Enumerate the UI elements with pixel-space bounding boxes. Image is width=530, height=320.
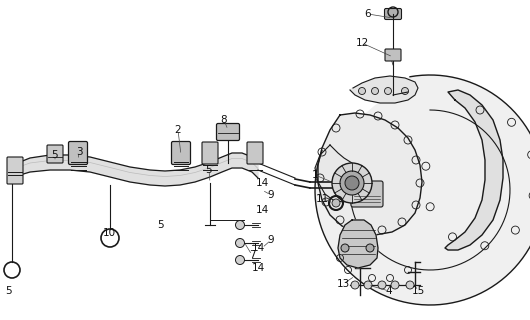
Text: 5: 5 [158, 220, 164, 230]
Circle shape [235, 220, 244, 229]
Circle shape [364, 281, 372, 289]
Circle shape [391, 281, 399, 289]
Circle shape [378, 281, 386, 289]
Polygon shape [15, 153, 258, 186]
Text: 9: 9 [268, 190, 275, 200]
Polygon shape [315, 145, 362, 202]
Circle shape [358, 87, 366, 94]
Circle shape [332, 163, 372, 203]
Text: 1: 1 [312, 170, 319, 180]
Circle shape [341, 244, 349, 252]
FancyBboxPatch shape [351, 181, 383, 207]
FancyBboxPatch shape [47, 145, 63, 163]
Text: 14: 14 [255, 205, 269, 215]
Text: 4: 4 [386, 286, 392, 296]
Text: 12: 12 [356, 38, 369, 48]
Text: 2: 2 [175, 125, 181, 135]
Text: 8: 8 [220, 115, 227, 125]
Circle shape [345, 176, 359, 190]
FancyBboxPatch shape [384, 9, 402, 20]
Text: 3: 3 [76, 147, 82, 157]
Circle shape [332, 199, 340, 207]
Text: 10: 10 [102, 228, 116, 238]
Circle shape [406, 281, 414, 289]
Circle shape [402, 87, 409, 94]
Polygon shape [445, 90, 503, 250]
Polygon shape [318, 113, 422, 235]
Circle shape [384, 87, 392, 94]
Text: 13: 13 [337, 279, 350, 289]
Text: 7: 7 [249, 250, 255, 260]
FancyBboxPatch shape [7, 157, 23, 184]
Circle shape [351, 281, 359, 289]
Circle shape [366, 244, 374, 252]
FancyBboxPatch shape [202, 142, 218, 164]
Polygon shape [350, 76, 418, 103]
Circle shape [372, 87, 378, 94]
Text: 14: 14 [251, 263, 264, 273]
Text: 15: 15 [411, 286, 425, 296]
FancyBboxPatch shape [216, 124, 240, 140]
FancyBboxPatch shape [68, 141, 87, 164]
Text: 5: 5 [5, 286, 11, 296]
Text: 14: 14 [255, 178, 269, 188]
Text: 14: 14 [251, 243, 264, 253]
Text: 6: 6 [365, 9, 372, 19]
Text: 11: 11 [315, 194, 329, 204]
FancyBboxPatch shape [172, 141, 190, 164]
Text: 5: 5 [52, 150, 58, 160]
FancyBboxPatch shape [385, 49, 401, 61]
Circle shape [340, 171, 364, 195]
Text: 9: 9 [268, 235, 275, 245]
FancyBboxPatch shape [247, 142, 263, 164]
Text: 5: 5 [206, 165, 213, 175]
Polygon shape [338, 220, 378, 268]
Polygon shape [315, 75, 530, 305]
Circle shape [235, 238, 244, 247]
Circle shape [235, 255, 244, 265]
